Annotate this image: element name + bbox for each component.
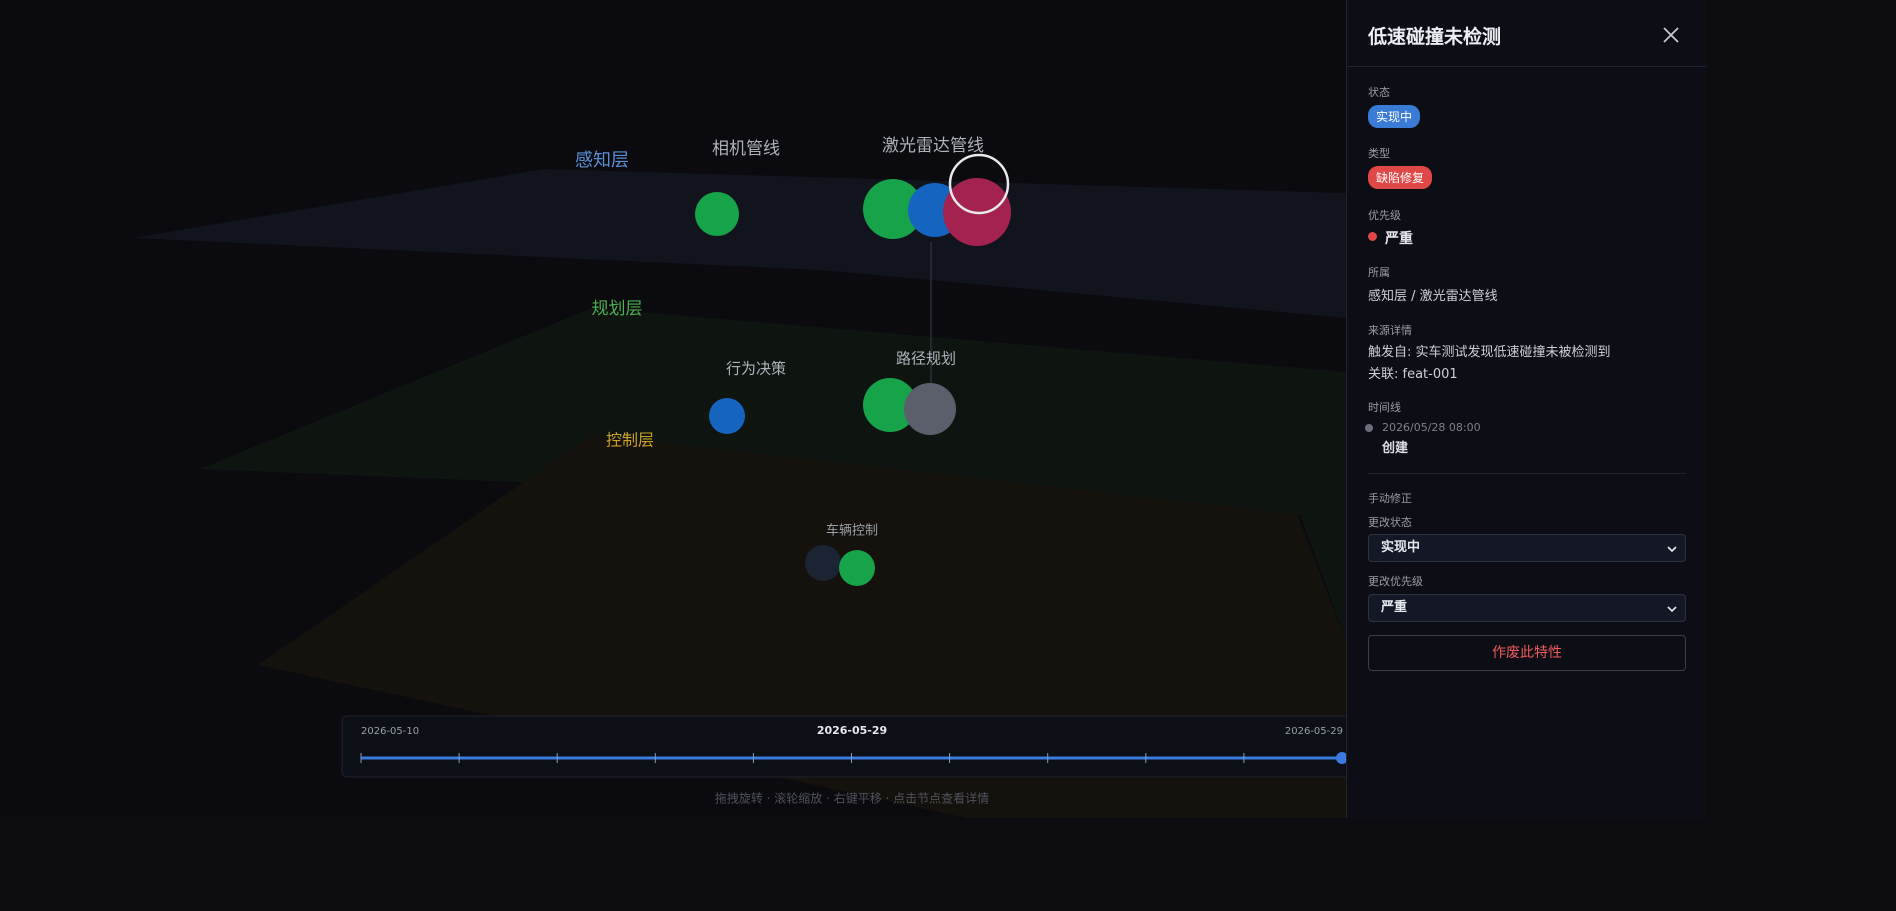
timeline-knob[interactable] (1336, 752, 1346, 764)
node[interactable] (863, 378, 917, 432)
selection-ring (948, 153, 1010, 215)
layer-label: 控制层 (606, 431, 654, 450)
module-label: 激光雷达管线 (882, 136, 984, 156)
timeline-current: 2026-05-29 (817, 724, 887, 737)
panel-title: 低速碰撞未检测 (1368, 26, 1502, 48)
status-select[interactable]: 实现中 (1368, 534, 1686, 562)
event-text: 创建 (1382, 441, 1409, 456)
scene[interactable]: 感知层 规划层 控制层 相机管线 激光雷达管线 行为决策 路径规划 车辆控制 2… (0, 0, 1346, 818)
priority-select[interactable]: 严重 (1368, 594, 1686, 622)
event-time: 2026/05/28 08:00 (1382, 421, 1481, 434)
source-trigger: 触发自: 实车测试发现低速碰撞未被检测到 (1368, 345, 1611, 360)
divider (1347, 66, 1706, 67)
chevron (1667, 606, 1677, 613)
field-label: 更改优先级 (1368, 575, 1423, 588)
node[interactable] (863, 179, 923, 239)
node[interactable] (709, 398, 745, 434)
timeline-end: 2026-05-29 (1285, 726, 1343, 737)
module-label: 相机管线 (712, 139, 780, 159)
node[interactable] (695, 192, 739, 236)
module-label: 行为决策 (726, 360, 786, 378)
select-value: 实现中 (1381, 540, 1421, 555)
field-label: 状态 (1368, 86, 1390, 99)
timeline-box (341, 715, 1346, 778)
source-related: 关联: feat-001 (1368, 367, 1458, 382)
chevron (1667, 546, 1677, 553)
layer-label: 规划层 (592, 299, 643, 319)
node[interactable] (839, 550, 875, 586)
timeline-dot (1365, 424, 1373, 432)
module-label: 车辆控制 (826, 523, 878, 539)
module-label: 路径规划 (896, 350, 956, 368)
divider (1368, 473, 1686, 474)
node[interactable] (805, 545, 841, 581)
select-value: 严重 (1381, 600, 1408, 615)
detail-panel: 低速碰撞未检测 状态 实现中 类型 缺陷修复 优先级 严重 所属 感知层 / 激… (1346, 0, 1706, 818)
status-badge: 实现中 (1368, 105, 1421, 128)
field-label: 来源详情 (1368, 324, 1412, 337)
owner-value: 感知层 / 激光雷达管线 (1368, 289, 1498, 304)
close-button[interactable] (1663, 27, 1679, 43)
priority-dot (1368, 232, 1377, 241)
field-label: 类型 (1368, 147, 1390, 160)
plane-perception (133, 169, 1346, 318)
type-badge: 缺陷修复 (1368, 166, 1433, 189)
layer-label: 感知层 (575, 150, 629, 171)
section-label: 手动修正 (1368, 492, 1412, 505)
field-label: 所属 (1368, 266, 1390, 279)
field-label: 时间线 (1368, 401, 1401, 414)
timeline-start: 2026-05-10 (361, 726, 419, 737)
field-label: 优先级 (1368, 209, 1401, 222)
node[interactable] (904, 383, 956, 435)
field-label: 更改状态 (1368, 516, 1412, 529)
priority-value: 严重 (1385, 231, 1413, 247)
hint: 拖拽旋转 · 滚轮缩放 · 右键平移 · 点击节点查看详情 (715, 791, 989, 806)
deprecate-button[interactable]: 作废此特性 (1368, 635, 1686, 671)
